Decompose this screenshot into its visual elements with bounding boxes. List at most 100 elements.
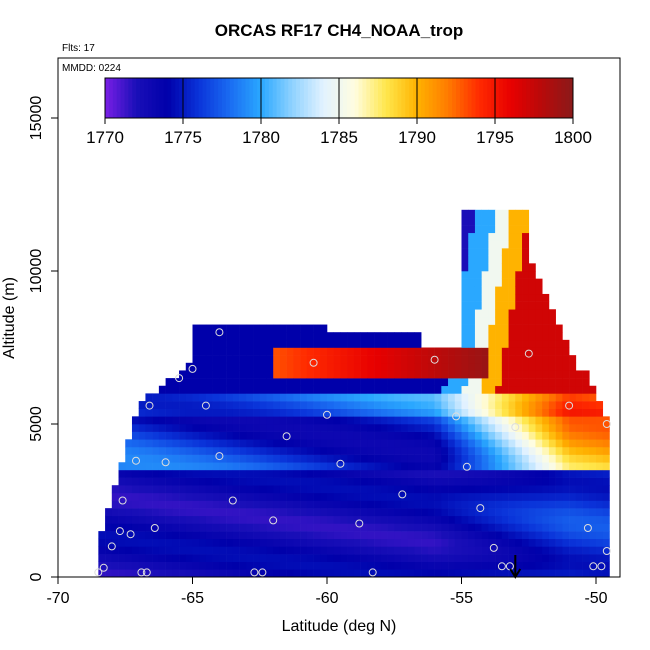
heatmap-cell (199, 362, 207, 371)
heatmap-cell (212, 347, 220, 356)
heatmap-cell (421, 546, 429, 555)
heatmap-cell (562, 347, 570, 356)
heatmap-cell (495, 500, 503, 509)
heatmap-cell (400, 485, 408, 494)
heatmap-cell (259, 554, 267, 562)
heatmap-cell (474, 263, 482, 272)
heatmap-cell (138, 408, 146, 417)
heatmap-cell (152, 408, 160, 417)
heatmap-cell (347, 385, 355, 394)
heatmap-cell (145, 454, 153, 463)
heatmap-cell (360, 332, 368, 341)
heatmap-cell (461, 531, 469, 540)
heatmap-cell (165, 531, 173, 540)
heatmap-cell (555, 332, 563, 341)
heatmap-cell (205, 492, 213, 501)
heatmap-cell (259, 523, 267, 532)
heatmap-cell (340, 355, 348, 364)
heatmap-cell (454, 485, 462, 494)
heatmap-cell (226, 554, 234, 562)
colorbar-segment (167, 78, 172, 118)
heatmap-cell (165, 538, 173, 547)
heatmap-cell (589, 416, 597, 425)
heatmap-cell (98, 538, 106, 547)
heatmap-cell (380, 546, 388, 555)
heatmap-cell (582, 431, 590, 440)
heatmap-cell (394, 462, 402, 471)
heatmap-cell (548, 385, 556, 394)
heatmap-cell (414, 362, 422, 371)
heatmap-cell (522, 515, 530, 524)
heatmap-cell (555, 424, 563, 432)
heatmap-cell (468, 232, 476, 241)
heatmap-cell (555, 554, 563, 562)
heatmap-cell (387, 554, 395, 562)
heatmap-cell (528, 492, 536, 501)
colorbar-segment (144, 78, 149, 118)
heatmap-cell (192, 531, 200, 540)
heatmap-cell (555, 569, 563, 578)
heatmap-cell (125, 477, 133, 486)
heatmap-cell (522, 332, 530, 341)
heatmap-cell (172, 500, 180, 509)
heatmap-cell (528, 424, 536, 432)
heatmap-cell (179, 500, 187, 509)
heatmap-cell (535, 561, 543, 570)
heatmap-cell (179, 531, 187, 540)
heatmap-cell (515, 286, 523, 295)
heatmap-cell (131, 554, 139, 562)
heatmap-cell (481, 554, 489, 562)
heatmap-cell (441, 546, 449, 555)
heatmap-cell (340, 554, 348, 562)
colorbar-segment (171, 78, 176, 118)
heatmap-cell (360, 416, 368, 425)
observation-point (258, 568, 267, 577)
heatmap-cell (387, 454, 395, 463)
observation-point (602, 547, 611, 555)
heatmap-cell (192, 347, 200, 356)
heatmap-cell (192, 431, 200, 440)
heatmap-cell (387, 401, 395, 409)
heatmap-cell (145, 416, 153, 425)
heatmap-cell (327, 546, 335, 555)
heatmap-cell (340, 492, 348, 501)
heatmap-cell (313, 500, 321, 509)
heatmap-cell (488, 538, 496, 547)
heatmap-cell (535, 339, 543, 348)
heatmap-cell (522, 263, 530, 272)
heatmap-cell (131, 523, 139, 532)
heatmap-cell (589, 485, 597, 494)
heatmap-cell (286, 485, 294, 494)
heatmap-cell (555, 378, 563, 387)
heatmap-cell (138, 538, 146, 547)
heatmap-cell (165, 401, 173, 409)
heatmap-cell (427, 508, 435, 517)
heatmap-cell (226, 408, 234, 417)
heatmap-cell (360, 393, 368, 402)
heatmap-cell (427, 492, 435, 501)
heatmap-cell (353, 339, 361, 348)
heatmap-cell (205, 508, 213, 517)
heatmap-cell (488, 263, 496, 272)
heatmap-cell (528, 439, 536, 448)
heatmap-cell (279, 492, 287, 501)
heatmap-cell (535, 531, 543, 540)
heatmap-cell (212, 439, 220, 448)
heatmap-cell (427, 347, 435, 356)
heatmap-cell (347, 332, 355, 341)
heatmap-cell (279, 477, 287, 486)
heatmap-cell (394, 355, 402, 364)
heatmap-cell (327, 339, 335, 348)
heatmap-cell (461, 454, 469, 463)
heatmap-cell (131, 508, 139, 517)
heatmap-cell (293, 485, 301, 494)
heatmap-cell (293, 492, 301, 501)
y-tick-label: 10000 (28, 249, 45, 294)
colorbar-segment (358, 78, 363, 118)
heatmap-cell (596, 531, 604, 540)
heatmap-cell (582, 462, 590, 471)
heatmap-cell (212, 401, 220, 409)
heatmap-cell (481, 309, 489, 318)
heatmap-cell (246, 362, 254, 371)
heatmap-cell (380, 347, 388, 356)
